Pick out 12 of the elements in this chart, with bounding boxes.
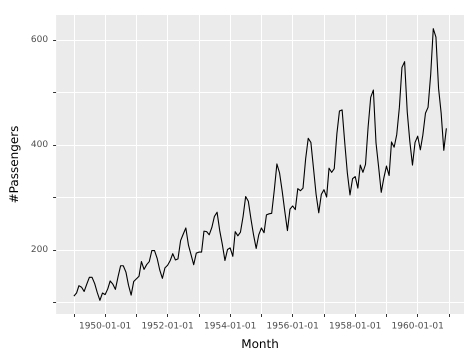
y-axis-title: #Passengers <box>7 126 21 204</box>
line-series <box>73 28 447 301</box>
y-tick-label: 200 <box>30 245 48 256</box>
x-tick-label: 1958-01-01 <box>329 322 382 332</box>
y-tick-label: 600 <box>30 35 48 46</box>
x-tick-label: 1952-01-01 <box>141 322 194 332</box>
y-tick-label: 400 <box>30 140 48 150</box>
x-tick-label: 1950-01-01 <box>78 322 132 332</box>
x-tick-label: 1960-01-01 <box>392 322 444 332</box>
x-axis-title: Month <box>241 337 279 351</box>
x-tick-label: 1956-01-01 <box>266 322 319 332</box>
x-tick-label: 1954-01-01 <box>204 322 256 332</box>
